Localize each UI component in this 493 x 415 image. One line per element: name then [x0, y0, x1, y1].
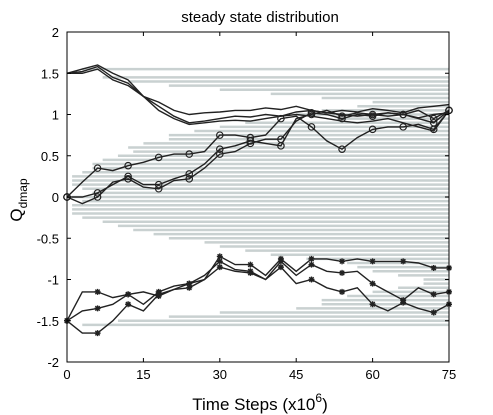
data-point	[277, 264, 284, 271]
x-tick-label: 75	[442, 367, 456, 382]
x-axis-label-superscript: 6	[315, 391, 322, 405]
series-line	[66, 64, 450, 116]
data-point	[399, 110, 407, 119]
series-2	[66, 64, 450, 116]
y-tick-label: 0.5	[41, 149, 59, 164]
data-point	[307, 110, 316, 119]
y-axis-ticks: 2 1.5 1 0.5 0 -0.5 -1 -1.5 -2	[37, 25, 449, 370]
y-tick-label: 1.5	[41, 66, 59, 81]
y-tick-label: 2	[52, 25, 59, 40]
data-point	[308, 255, 315, 262]
x-tick-label: 15	[136, 367, 150, 382]
data-point	[185, 170, 194, 178]
y-tick-label: -2	[47, 355, 59, 370]
data-point	[400, 299, 407, 306]
x-tick-label: 0	[63, 367, 70, 382]
data-point	[124, 161, 132, 170]
series-3	[67, 68, 450, 132]
data-point	[277, 258, 284, 265]
data-point	[430, 291, 437, 298]
data-point	[216, 258, 223, 265]
data-point	[93, 189, 102, 197]
data-point	[124, 172, 132, 181]
data-point	[369, 301, 376, 308]
x-tick-label: 60	[365, 367, 379, 382]
y-axis-label: Qdmap	[7, 178, 30, 222]
data-point	[94, 305, 101, 312]
data-point	[399, 123, 407, 131]
data-point	[185, 175, 194, 183]
data-point	[185, 150, 194, 158]
data-point	[94, 288, 101, 295]
x-axis-label-close: )	[322, 395, 328, 414]
data-point	[216, 150, 224, 158]
y-tick-label: 1	[52, 108, 59, 123]
data-point	[369, 258, 376, 265]
histogram	[72, 67, 449, 327]
series-6	[63, 106, 453, 201]
data-point	[339, 269, 346, 276]
data-point	[155, 291, 162, 298]
data-point	[247, 269, 254, 276]
data-point	[368, 125, 377, 134]
data-point	[277, 114, 285, 123]
chart-title: steady state distribution	[181, 9, 339, 26]
series-4	[63, 106, 453, 201]
data-point	[368, 110, 377, 119]
series-layer	[63, 64, 453, 337]
series-line	[66, 109, 450, 198]
data-point	[307, 123, 316, 131]
data-point	[430, 264, 437, 271]
y-tick-label: 0	[52, 190, 59, 205]
y-axis-label-subscript: dmap	[16, 178, 30, 208]
series-line	[67, 68, 450, 132]
data-point	[216, 264, 223, 271]
data-point	[154, 153, 163, 162]
y-tick-label: -1.5	[37, 314, 59, 329]
data-point	[429, 118, 438, 127]
data-point	[338, 112, 346, 120]
data-point	[430, 309, 437, 316]
data-point	[154, 180, 163, 189]
data-point	[369, 280, 376, 287]
data-point	[125, 291, 132, 298]
data-point	[93, 164, 102, 172]
data-point	[308, 261, 315, 268]
data-point	[216, 131, 224, 139]
x-tick-label: 30	[213, 367, 227, 382]
data-point	[93, 193, 102, 201]
y-tick-label: -1	[47, 273, 59, 288]
x-axis-label: Time Steps (x106)	[192, 391, 328, 414]
series-line	[66, 266, 450, 334]
data-point	[125, 301, 132, 308]
y-axis-label-text: Q	[7, 208, 26, 221]
data-point	[186, 284, 193, 291]
data-point	[400, 258, 407, 265]
data-point	[338, 114, 346, 123]
data-point	[186, 280, 193, 287]
data-point	[246, 139, 255, 148]
x-tick-label: 45	[289, 367, 303, 382]
data-point	[429, 114, 438, 123]
data-point	[277, 142, 285, 150]
data-point	[339, 288, 346, 295]
data-point	[246, 137, 255, 145]
data-point	[338, 145, 346, 153]
data-point	[216, 253, 223, 260]
data-point	[308, 276, 315, 283]
data-point	[339, 258, 346, 265]
x-axis-ticks: 0 15 30 45 60 75	[63, 32, 456, 382]
data-point	[216, 145, 224, 153]
x-axis-label-text: Time Steps (x10	[192, 395, 315, 414]
data-point	[154, 184, 163, 193]
data-point	[247, 261, 254, 268]
data-point	[94, 330, 101, 337]
y-tick-label: -0.5	[37, 231, 59, 246]
